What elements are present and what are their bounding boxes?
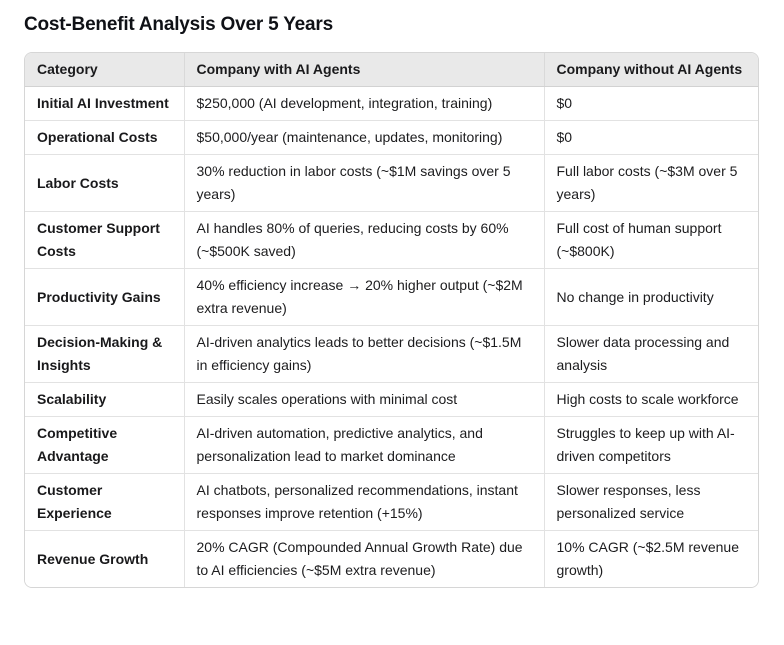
page: Cost-Benefit Analysis Over 5 Years Categ… — [24, 14, 759, 588]
table-row: Operational Costs $50,000/year (maintenan… — [25, 120, 758, 155]
cell-without-ai: $0 — [543, 86, 758, 121]
cell-without-ai: Full cost of human support (~$800K) — [543, 211, 758, 269]
cell-without-ai: Slower data processing and analysis — [543, 325, 758, 383]
cell-with-ai: AI-driven analytics leads to better deci… — [183, 325, 544, 383]
table-row: Initial AI Investment $250,000 (AI develo… — [25, 86, 758, 121]
table-header: Category Company with AI Agents Company … — [25, 53, 758, 87]
column-header-with-ai: Company with AI Agents — [183, 53, 544, 87]
column-header-without-ai: Company without AI Agents — [543, 53, 758, 87]
cell-without-ai: $0 — [543, 120, 758, 155]
cost-benefit-table: Category Company with AI Agents Company … — [25, 53, 758, 587]
cell-category: Competitive Advantage — [25, 416, 184, 474]
cell-with-ai: 40% efficiency increase → 20% higher out… — [183, 268, 544, 326]
cell-without-ai: No change in productivity — [543, 268, 758, 326]
cell-with-ai: $250,000 (AI development, integration, t… — [183, 86, 544, 121]
cell-with-ai: Easily scales operations with minimal co… — [183, 382, 544, 417]
cell-category: Customer Experience — [25, 473, 184, 531]
cell-category: Revenue Growth — [25, 530, 184, 587]
cell-category: Labor Costs — [25, 154, 184, 212]
cell-with-ai: 20% CAGR (Compounded Annual Growth Rate)… — [183, 530, 544, 587]
cell-with-ai: AI chatbots, personalized recommendation… — [183, 473, 544, 531]
cell-with-ai: AI handles 80% of queries, reducing cost… — [183, 211, 544, 269]
table-row: Revenue Growth 20% CAGR (Compounded Annua… — [25, 530, 758, 587]
table-row: Scalability Easily scales operations with… — [25, 382, 758, 417]
cell-without-ai: High costs to scale workforce — [543, 382, 758, 417]
cell-category: Decision-Making & Insights — [25, 325, 184, 383]
cell-without-ai: Slower responses, less personalized serv… — [543, 473, 758, 531]
cell-category: Productivity Gains — [25, 268, 184, 326]
table-row: Competitive Advantage AI-driven automatio… — [25, 416, 758, 474]
header-row: Category Company with AI Agents Company … — [25, 53, 758, 87]
cell-without-ai: 10% CAGR (~$2.5M revenue growth) — [543, 530, 758, 587]
cell-with-ai: $50,000/year (maintenance, updates, moni… — [183, 120, 544, 155]
cost-benefit-table-container: Category Company with AI Agents Company … — [24, 52, 759, 588]
cell-category: Customer Support Costs — [25, 211, 184, 269]
cell-category: Initial AI Investment — [25, 86, 184, 121]
page-title: Cost-Benefit Analysis Over 5 Years — [24, 14, 333, 35]
column-header-category: Category — [25, 53, 184, 87]
cell-without-ai: Full labor costs (~$3M over 5 years) — [543, 154, 758, 212]
table-row: Decision-Making & Insights AI-driven anal… — [25, 325, 758, 383]
cell-category: Operational Costs — [25, 120, 184, 155]
table-body: Initial AI Investment $250,000 (AI develo… — [25, 86, 758, 587]
cell-category: Scalability — [25, 382, 184, 417]
cell-with-ai: 30% reduction in labor costs (~$1M savin… — [183, 154, 544, 212]
table-row: Labor Costs 30% reduction in labor costs … — [25, 154, 758, 212]
table-row: Productivity Gains 40% efficiency increas… — [25, 268, 758, 326]
table-row: Customer Experience AI chatbots, personal… — [25, 473, 758, 531]
cell-without-ai: Struggles to keep up with AI-driven comp… — [543, 416, 758, 474]
cell-with-ai: AI-driven automation, predictive analyti… — [183, 416, 544, 474]
table-row: Customer Support Costs AI handles 80% of … — [25, 211, 758, 269]
